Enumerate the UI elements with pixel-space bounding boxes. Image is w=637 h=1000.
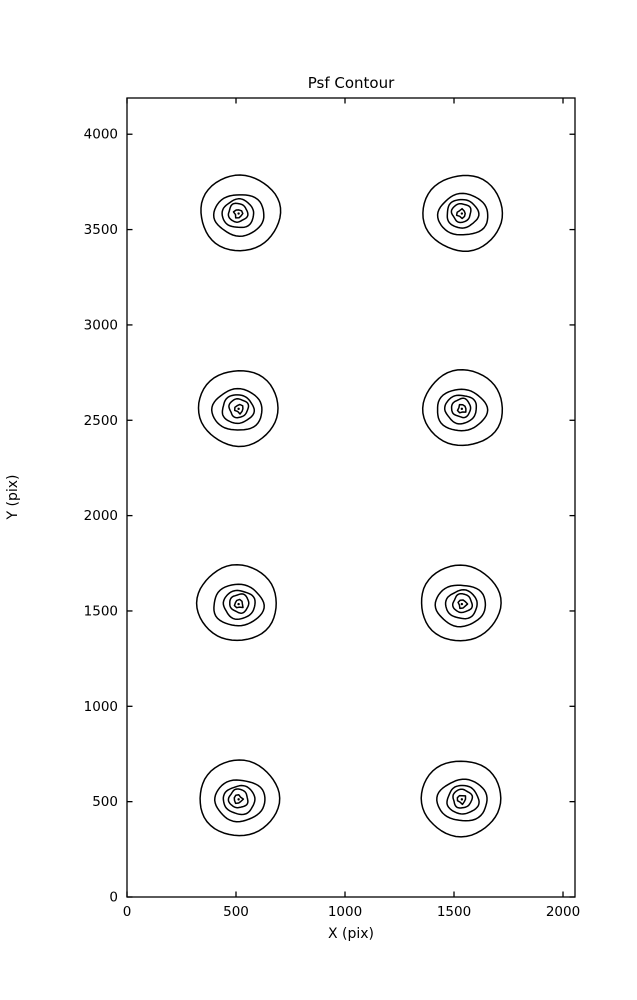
contour-ring [222,784,256,816]
y-tick-label: 2500 [84,413,118,429]
contour-ring [200,174,282,252]
contour-ring [446,198,480,229]
contour-ring [456,794,467,806]
contour-ring [452,788,474,809]
contour-ring [232,209,244,219]
y-tick-label: 4000 [84,127,118,143]
contour-ring [210,387,263,431]
axes-box [126,97,576,898]
psf-center-dot [460,407,464,411]
x-tick-label: 1000 [328,904,362,920]
contour-ring [233,598,244,609]
contour-ring [227,202,249,223]
psf-center-dot [237,407,240,411]
contour-ring [221,198,255,229]
contour-ring [197,370,279,448]
x-axis-label: X (pix) [327,926,375,942]
contour-ring [456,403,467,414]
contour-ring [444,588,478,620]
y-axis-label: Y (pix) [5,474,21,520]
contour-ring [195,563,277,642]
contour-ring [434,584,487,628]
contour-ring [451,592,474,614]
chart-title: Psf Contour [307,74,395,92]
x-tick-label: 2000 [546,904,580,920]
contour-ring [199,759,281,837]
x-tick-label: 0 [123,904,132,920]
x-tick-label: 1500 [437,904,471,920]
contour-ring [421,368,504,447]
y-tick-label: 1500 [84,603,118,619]
psf-center-dot [460,212,464,215]
psf-center-dot [237,212,240,215]
psf-center-dot [460,798,464,801]
y-tick-label: 500 [92,794,118,810]
contour-ring [450,397,472,419]
contour-ring [221,394,256,425]
contour-ring [420,760,502,838]
contour-ring [450,202,472,224]
y-tick-label: 3000 [84,317,118,333]
y-tick-label: 0 [109,890,118,906]
contour-ring [212,194,265,238]
psf-center-dot [237,602,240,606]
contour-ring [213,779,266,823]
y-tick-label: 2000 [84,508,118,524]
contour-ring [222,589,256,621]
y-tick-label: 1000 [84,699,118,715]
contour-ring [228,398,250,419]
contour-ring [420,564,502,642]
psf-center-dot [237,798,240,801]
x-tick-label: 500 [223,904,249,920]
contour-ring [422,174,504,252]
contour-ring [233,794,245,805]
contour-ring [227,788,249,809]
contour-ring [233,403,244,415]
contour-ring [457,599,469,610]
y-tick-label: 3500 [84,222,118,238]
contour-ring [446,784,480,815]
contour-ring [436,192,489,236]
contour-ring [443,394,478,425]
contour-ring [455,207,466,220]
contour-ring [436,778,488,822]
psf-center-dot [460,602,464,606]
contour-ring [229,593,250,614]
contour-ring [213,583,265,627]
contour-ring [436,388,489,432]
